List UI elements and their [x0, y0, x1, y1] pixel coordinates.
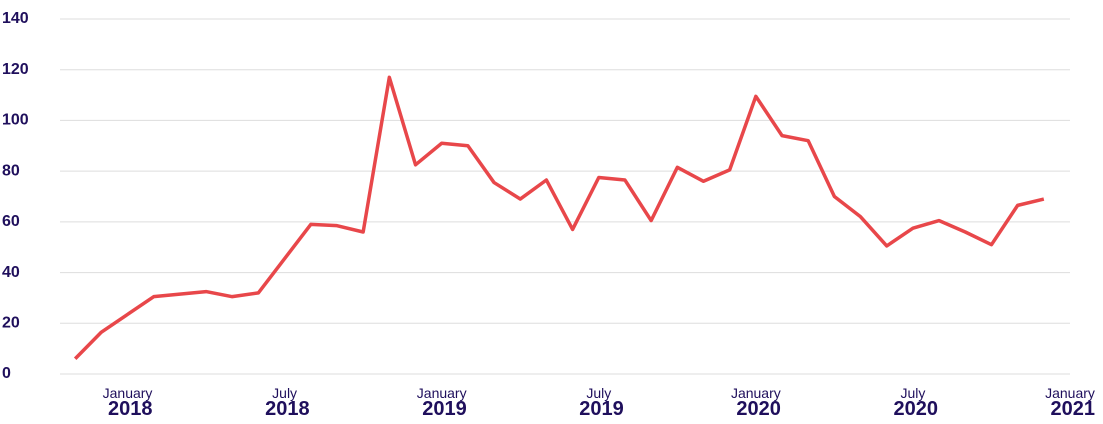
x-tick-month: July — [586, 385, 611, 401]
x-tick-month: July — [900, 385, 925, 401]
x-tick-year: 2019 — [417, 398, 467, 420]
x-tick-label: January 2018 — [103, 385, 153, 420]
x-tick-year: 2020 — [888, 398, 938, 420]
y-tick-label: 40 — [2, 264, 20, 281]
x-tick-label: July 2018 — [260, 385, 310, 420]
y-tick-label: 20 — [2, 315, 20, 332]
y-tick-label: 60 — [2, 213, 20, 230]
x-tick-label: July 2020 — [888, 385, 938, 420]
x-tick-year: 2021 — [1045, 398, 1095, 420]
x-tick-year: 2018 — [260, 398, 310, 420]
x-tick-month: January — [1045, 385, 1095, 401]
x-tick-year: 2020 — [731, 398, 781, 420]
x-tick-month: January — [103, 385, 153, 401]
x-tick-label: July 2019 — [574, 385, 624, 420]
y-tick-label: 80 — [2, 162, 20, 179]
y-tick-label: 100 — [2, 112, 29, 129]
x-tick-month: January — [417, 385, 467, 401]
x-tick-month: July — [272, 385, 297, 401]
x-tick-label: January 2019 — [417, 385, 467, 420]
y-tick-label: 140 — [2, 10, 29, 27]
x-tick-year: 2018 — [103, 398, 153, 420]
y-tick-label: 120 — [2, 61, 29, 78]
x-tick-label: January 2020 — [731, 385, 781, 420]
y-tick-label: 0 — [2, 365, 11, 382]
x-tick-month: January — [731, 385, 781, 401]
x-tick-label: January 2021 — [1045, 385, 1095, 420]
x-tick-year: 2019 — [574, 398, 624, 420]
line — [73, 75, 1045, 361]
